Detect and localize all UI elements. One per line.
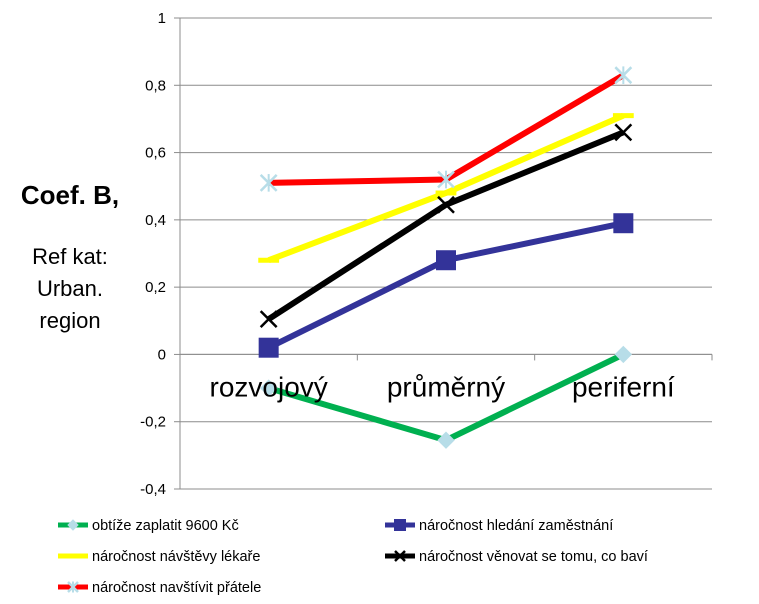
legend: obtíže zaplatit 9600 Kč náročnost hledání…: [58, 518, 648, 596]
legend-entry: náročnost hledání zaměstnání: [385, 518, 613, 534]
legend-label: náročnost návštěvy lékaře: [92, 549, 260, 565]
y-tick-label: 0,8: [145, 77, 166, 94]
data-point: [67, 581, 79, 593]
y-axis-title: Coef. B,: [21, 180, 119, 210]
legend-label: obtíže zaplatit 9600 Kč: [92, 518, 239, 534]
data-point: [67, 519, 79, 531]
series-lines: [258, 66, 634, 449]
y-tick-label: 0,6: [145, 145, 166, 162]
series-line: [267, 129, 625, 322]
data-point: [259, 379, 278, 397]
y-axis-note: region: [39, 308, 100, 333]
series-2: [258, 112, 634, 264]
data-point: [614, 66, 633, 85]
series-line: [268, 72, 625, 186]
series-4: [259, 66, 633, 192]
legend-label: náročnost navštívit přátele: [92, 580, 261, 596]
data-point: [258, 337, 279, 358]
legend-entry: obtíže zaplatit 9600 Kč: [58, 518, 239, 534]
y-tick-labels: -0,4 -0,2 0 0,2 0,4 0,6 0,8 1: [140, 10, 166, 498]
series-1: [258, 213, 634, 358]
y-axis-note: Ref kat:: [32, 244, 108, 269]
series-3: [259, 123, 633, 328]
data-point: [437, 170, 455, 189]
y-axis-label: Coef. B, Ref kat: Urban. region: [21, 180, 119, 333]
data-point: [259, 173, 278, 192]
data-point: [394, 550, 406, 562]
data-point: [436, 250, 456, 271]
legend-entry: náročnost navštívit přátele: [58, 580, 261, 596]
y-tick-label: -0,2: [140, 414, 166, 431]
data-point: [437, 431, 455, 449]
data-point: [259, 310, 278, 328]
x-tick-label: rozvojový: [210, 371, 328, 402]
y-tick-label: -0,4: [140, 481, 166, 498]
legend-entry: náročnost věnovat se tomu, co baví: [385, 549, 648, 565]
data-point: [614, 123, 633, 142]
y-tick-label: 0,2: [145, 279, 166, 296]
legend-entry: náročnost návštěvy lékaře: [58, 549, 260, 565]
y-tick-label: 1: [158, 10, 166, 27]
y-axis-note: Urban.: [37, 276, 103, 301]
data-point: [394, 519, 406, 531]
y-tick-label: 0: [158, 346, 166, 363]
x-tick-labels: rozvojový průměrný periferní: [210, 371, 675, 402]
data-point: [437, 195, 455, 214]
legend-label: náročnost věnovat se tomu, co baví: [419, 549, 648, 565]
y-tick-label: 0,4: [145, 212, 166, 229]
legend-label: náročnost hledání zaměstnání: [419, 518, 613, 534]
series-0: [259, 345, 633, 449]
data-point: [613, 213, 634, 234]
data-point: [614, 345, 633, 364]
x-tick-label: průměrný: [387, 371, 505, 402]
x-tick-label: periferní: [572, 371, 675, 402]
